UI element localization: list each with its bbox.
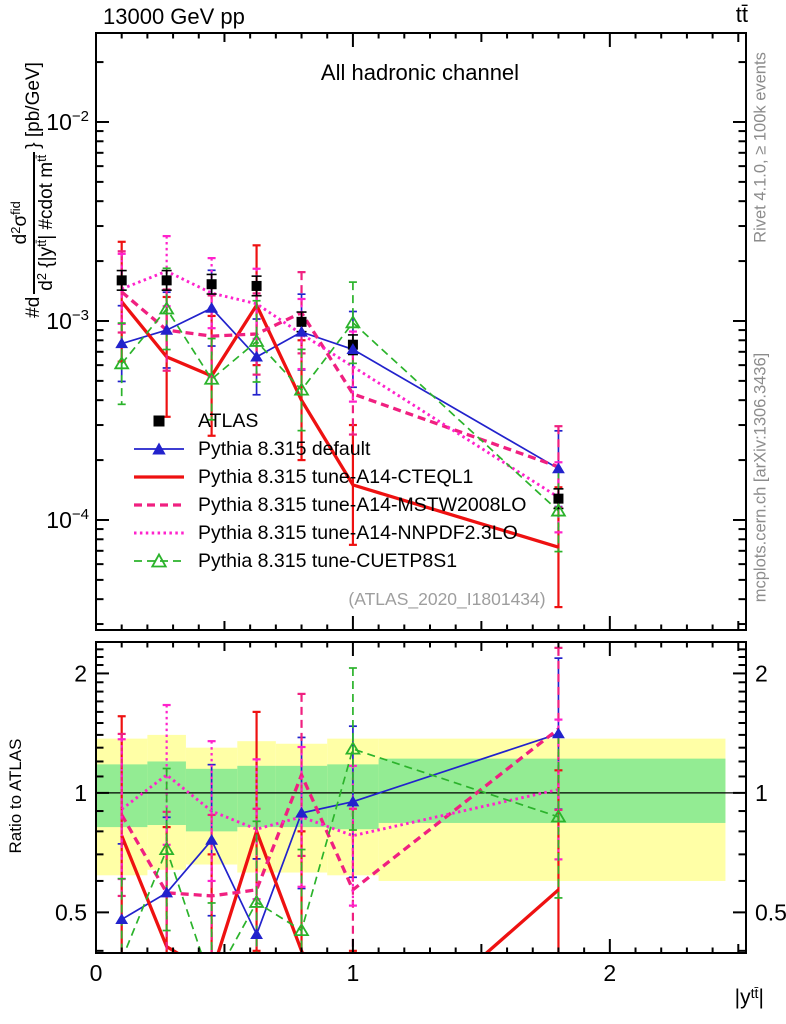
svg-text:10−3: 10−3 (46, 307, 89, 334)
legend-item-pythia-a14-nnpdf23lo: Pythia 8.315 tune-A14-NNPDF2.3LO (132, 519, 526, 547)
legend-label: Pythia 8.315 default (198, 437, 371, 460)
svg-text:0.5: 0.5 (55, 899, 87, 925)
channel-title: All hadronic channel (320, 60, 520, 85)
analysis-id-watermark: (ATLAS_2020_I1801434) (348, 589, 546, 609)
legend: ATLAS Pythia 8.315 default Pythia 8.315 tu… (132, 407, 526, 575)
legend-label: Pythia 8.315 tune-CUETP8S1 (198, 549, 458, 572)
atlas-points (116, 269, 564, 510)
svg-text:1: 1 (74, 780, 87, 806)
legend-label: Pythia 8.315 tune-A14-CTEQL1 (198, 465, 474, 488)
ratio-y-axis-label: Ratio to ATLAS (6, 738, 25, 854)
svg-text:0.5: 0.5 (755, 899, 786, 925)
main-y-axis-label: #d d2σfid d2 {|ytt̄| #cdot mtt̄} [pb/GeV] (8, 62, 57, 318)
legend-marker-pythia-a14-cteql1 (134, 475, 184, 479)
svg-text:2: 2 (74, 660, 87, 686)
legend-marker-pythia-a14-nnpdf23lo (134, 531, 184, 535)
ratio-panel-series (115, 646, 567, 953)
axis-ticks (95, 33, 746, 953)
legend-marker-pythia-a14-mstw2008lo (134, 503, 184, 507)
legend-label: ATLAS (198, 409, 259, 432)
legend-label: Pythia 8.315 tune-A14-MSTW2008LO (198, 493, 527, 516)
legend-item-atlas: ATLAS (132, 407, 526, 435)
legend-item-pythia-cuetp8s1: Pythia 8.315 tune-CUETP8S1 (132, 547, 526, 575)
axis-tick-labels: 10−2 10−3 10−4 0 1 2 2 2 1 1 0.5 0.5 (46, 108, 786, 986)
legend-marker-pythia-cuetp8s1 (134, 552, 184, 568)
svg-text:10−4: 10−4 (46, 506, 89, 533)
legend-label: Pythia 8.315 tune-A14-NNPDF2.3LO (198, 521, 518, 544)
process-label: tt̄ (735, 2, 748, 27)
svg-text:1: 1 (755, 780, 768, 806)
svg-text:0: 0 (90, 960, 103, 986)
legend-item-pythia-a14-mstw2008lo: Pythia 8.315 tune-A14-MSTW2008LO (132, 491, 526, 519)
legend-item-pythia-a14-cteql1: Pythia 8.315 tune-A14-CTEQL1 (132, 463, 526, 491)
svg-text:10−2: 10−2 (46, 108, 89, 135)
legend-item-pythia-default: Pythia 8.315 default (132, 435, 526, 463)
legend-marker-atlas (153, 415, 165, 427)
main-panel-series (113, 235, 567, 609)
panel-frames (95, 32, 747, 954)
legend-marker-pythia-default (134, 442, 184, 455)
svg-text:1: 1 (347, 960, 360, 986)
ratio-bands (96, 734, 726, 881)
svg-text:2: 2 (755, 660, 768, 686)
x-axis-label: |ytt̄| (734, 985, 764, 1009)
beam-energy-label: 13000 GeV pp (103, 4, 245, 29)
rivet-version-note: Rivet 4.1.0, ≥ 100k events (751, 52, 770, 243)
svg-text:2: 2 (603, 960, 616, 986)
mcplots-reference-note: mcplots.cern.ch [arXiv:1306.3436] (751, 352, 770, 603)
